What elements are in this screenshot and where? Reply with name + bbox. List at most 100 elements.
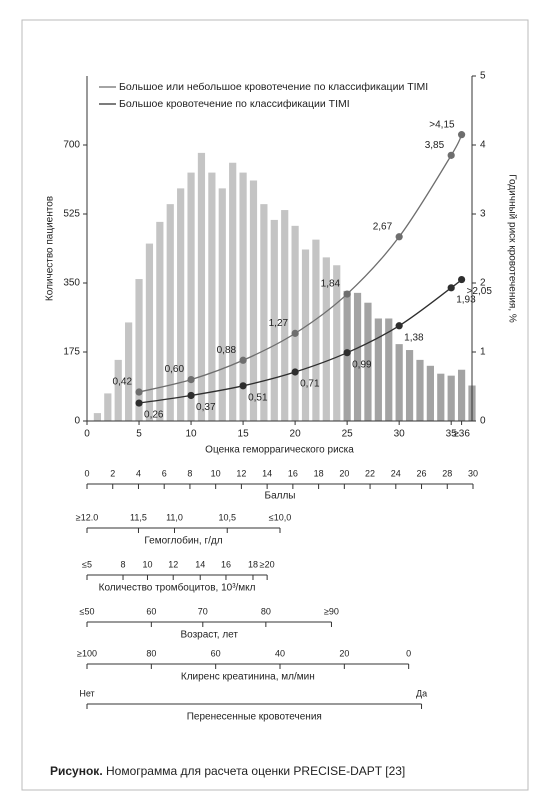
bar [145, 243, 154, 421]
bar [208, 172, 216, 421]
risk-point [343, 290, 351, 298]
scale-tick-label: ≥12.0 [76, 512, 98, 522]
scale-tick-label: 8 [121, 559, 126, 569]
x-tick-label: 35 [446, 429, 458, 440]
value-label: 0,71 [300, 379, 320, 390]
y-tick-label: 0 [74, 416, 80, 427]
points-tick-label: 16 [288, 468, 298, 478]
points-tick-label: 26 [417, 468, 427, 478]
value-label: 0,26 [144, 410, 164, 421]
x-tick-label: 25 [342, 429, 354, 440]
scale-tick-label: 18 [248, 559, 258, 569]
scale-tick-label: 0 [406, 648, 411, 658]
bar [239, 172, 247, 421]
scale-tick-label: 60 [146, 606, 156, 616]
points-tick-label: 6 [162, 468, 167, 478]
risk-point [457, 275, 466, 284]
bar [197, 152, 206, 421]
y2-tick-label: 2 [480, 278, 486, 289]
x-tick-label: 15 [238, 429, 250, 440]
bar [270, 219, 278, 421]
risk-point [343, 349, 351, 357]
x-tick-label: 30 [394, 429, 406, 440]
bar [125, 322, 133, 421]
bar [166, 204, 174, 421]
scale-tick-label: 80 [146, 648, 156, 658]
risk-line [138, 134, 463, 393]
scale-tick-label: 60 [211, 648, 221, 658]
bar [426, 365, 434, 421]
points-tick-label: 12 [236, 468, 246, 478]
risk-point [239, 382, 247, 390]
scale-title: Клиренс креатинина, мл/мин [181, 672, 315, 683]
value-label: 2,67 [373, 221, 393, 232]
risk-line [138, 279, 463, 404]
value-label: 3,85 [425, 140, 445, 151]
y-tick-label: 700 [63, 140, 80, 151]
risk-point [291, 329, 299, 337]
bar [395, 344, 403, 421]
x-tick-label: 5 [136, 429, 142, 440]
value-label: 1,27 [269, 318, 289, 329]
scale-tick-label: Да [416, 688, 427, 698]
legend-label: Большое кровотечение по классификации TI… [119, 98, 350, 110]
scale-tick-label: ≥20 [260, 559, 275, 569]
y2-tick-label: 5 [480, 71, 486, 82]
value-label: 0,60 [165, 364, 185, 375]
points-tick-label: 14 [262, 468, 272, 478]
points-title: Баллы [265, 491, 296, 502]
x-axis-title: Оценка геморрагического риска [205, 445, 354, 456]
points-tick-label: 20 [339, 468, 349, 478]
scale-title: Гемоглобин, г/дл [144, 535, 222, 547]
scale-tick-label: ≥100 [77, 648, 97, 658]
points-tick-label: 10 [211, 468, 221, 478]
risk-point [239, 356, 247, 364]
value-label: 1,93 [456, 294, 476, 305]
bar [177, 188, 185, 421]
bar [322, 257, 330, 421]
scale-tick-label: ≤50 [80, 606, 95, 616]
y-axis-title: Количество пациентов [45, 196, 56, 301]
y2-tick-label: 1 [480, 347, 486, 358]
risk-point [135, 388, 143, 396]
x-tick-label: 0 [84, 429, 90, 440]
y-tick-label: 175 [63, 347, 80, 358]
bar [374, 318, 382, 421]
risk-point [135, 399, 143, 407]
bar [93, 413, 102, 421]
bar [187, 172, 195, 421]
caption-label: Рисунок. [50, 764, 103, 778]
bar [218, 188, 226, 421]
bar [437, 373, 445, 421]
bar [353, 292, 362, 421]
bar [312, 239, 320, 421]
caption-text: Номограмма для расчета оценки PRECISE-DA… [103, 764, 406, 778]
y2-axis-title: Годичный риск кровотечения, % [506, 174, 517, 323]
y2-tick-label: 0 [480, 416, 486, 427]
bar [114, 359, 122, 421]
value-label: 0,88 [217, 345, 237, 356]
points-tick-label: 0 [84, 468, 89, 478]
points-tick-label: 2 [110, 468, 115, 478]
y-tick-label: 525 [63, 209, 80, 220]
bar [457, 369, 466, 421]
scale-title: Количество тромбоцитов, 10³/мкл [99, 582, 256, 594]
bar [156, 221, 164, 421]
frame [21, 19, 529, 791]
risk-point [395, 233, 403, 241]
value-label: 0,51 [248, 392, 268, 403]
x-tick-label: ≥36 [453, 429, 470, 440]
risk-point [457, 131, 466, 139]
points-tick-label: 28 [442, 468, 452, 478]
points-tick-label: 8 [187, 468, 192, 478]
points-tick-label: 24 [391, 468, 401, 478]
risk-point [447, 284, 455, 292]
y2-tick-label: 3 [480, 209, 486, 220]
scale-tick-label: ≤5 [82, 559, 92, 569]
value-label: 0,42 [113, 377, 133, 388]
scale-tick-label: 10 [142, 559, 152, 569]
risk-point [447, 151, 455, 159]
bar [249, 180, 258, 421]
bar [281, 210, 289, 421]
